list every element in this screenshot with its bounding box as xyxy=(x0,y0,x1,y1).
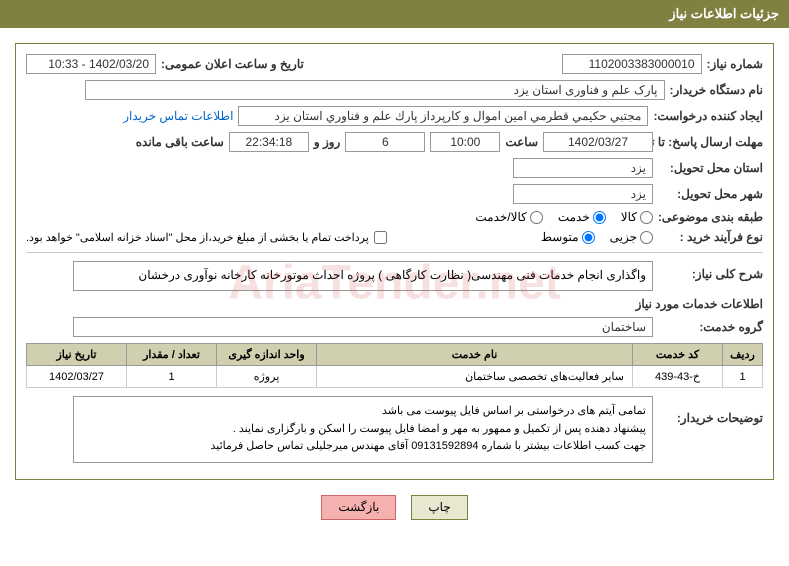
delivery-city-value: يزد xyxy=(513,184,653,204)
process-type-label: نوع فرآیند خرید : xyxy=(658,230,763,244)
td-unit: پروژه xyxy=(217,366,317,388)
page-header: جزئیات اطلاعات نیاز xyxy=(0,0,789,28)
td-code: خ-43-439 xyxy=(633,366,723,388)
print-button[interactable]: چاپ xyxy=(411,495,467,520)
deadline-label: مهلت ارسال پاسخ: تا تاریخ: xyxy=(658,135,763,149)
announce-date-label: تاریخ و ساعت اعلان عمومی: xyxy=(161,57,304,71)
days-label: روز و xyxy=(314,135,341,149)
th-name: نام خدمت xyxy=(317,344,633,366)
category-service-radio[interactable] xyxy=(593,211,606,224)
table-row: 1 خ-43-439 سایر فعالیت‌های تخصصی ساختمان… xyxy=(27,366,763,388)
notes-line1: تمامی آیتم های درخواستی بر اساس فایل پیو… xyxy=(80,403,646,421)
service-group-value: ساختمان xyxy=(73,317,653,337)
buyer-org-value: پارک علم و فناوری استان یزد xyxy=(85,80,665,100)
deadline-date-value: 1402/03/27 xyxy=(543,132,653,152)
td-num: 1 xyxy=(723,366,763,388)
deadline-time-value: 10:00 xyxy=(430,132,500,152)
process-partial-label: جزیی xyxy=(610,230,637,244)
remaining-label: ساعت باقی مانده xyxy=(136,135,224,149)
description-box: واگذاری انجام خدمات فنی مهندسی( نظارت کا… xyxy=(73,261,653,291)
process-medium-label: متوسط xyxy=(541,230,579,244)
td-name: سایر فعالیت‌های تخصصی ساختمان xyxy=(317,366,633,388)
notes-line2: پیشنهاد دهنده پس از تکمیل و ممهور به مهر… xyxy=(80,421,646,439)
time-remaining-value: 22:34:18 xyxy=(229,132,309,152)
payment-checkbox[interactable] xyxy=(374,231,387,244)
category-goods-label: کالا xyxy=(621,210,637,224)
delivery-province-value: يزد xyxy=(513,158,653,178)
notes-box: تمامی آیتم های درخواستی بر اساس فایل پیو… xyxy=(73,396,653,463)
buyer-org-label: نام دستگاه خریدار: xyxy=(670,83,764,97)
requester-label: ایجاد کننده درخواست: xyxy=(653,109,763,123)
th-unit: واحد اندازه گیری xyxy=(217,344,317,366)
days-remaining-value: 6 xyxy=(345,132,425,152)
description-label: شرح کلی نیاز: xyxy=(658,267,763,281)
th-qty: تعداد / مقدار xyxy=(127,344,217,366)
th-row: ردیف xyxy=(723,344,763,366)
category-service-label: خدمت xyxy=(558,210,590,224)
delivery-city-label: شهر محل تحویل: xyxy=(658,187,763,201)
category-goods-service-label: کالا/خدمت xyxy=(475,210,526,224)
requester-value: مجتبي حكيمي قطرمي امين اموال و كارپرداز … xyxy=(238,106,648,126)
need-number-label: شماره نیاز: xyxy=(707,57,763,71)
delivery-province-label: استان محل تحویل: xyxy=(658,161,763,175)
th-date: تاریخ نیاز xyxy=(27,344,127,366)
payment-note: پرداخت تمام یا بخشی از مبلغ خرید،از محل … xyxy=(26,231,369,244)
td-date: 1402/03/27 xyxy=(27,366,127,388)
return-button[interactable]: بازگشت xyxy=(321,495,396,520)
announce-date-value: 1402/03/20 - 10:33 xyxy=(26,54,156,74)
services-table: ردیف کد خدمت نام خدمت واحد اندازه گیری ت… xyxy=(26,343,763,388)
service-group-label: گروه خدمت: xyxy=(658,320,763,334)
category-goods-radio[interactable] xyxy=(640,211,653,224)
contact-link[interactable]: اطلاعات تماس خریدار xyxy=(123,109,233,123)
td-qty: 1 xyxy=(127,366,217,388)
page-title: جزئیات اطلاعات نیاز xyxy=(669,6,779,21)
process-medium-radio[interactable] xyxy=(582,231,595,244)
category-label: طبقه بندی موضوعی: xyxy=(658,210,763,224)
description-text: واگذاری انجام خدمات فنی مهندسی( نظارت کا… xyxy=(138,268,646,282)
need-number-value: 1102003383000010 xyxy=(562,54,702,74)
notes-line3: جهت کسب اطلاعات بیشتر با شماره 091315928… xyxy=(80,438,646,456)
process-partial-radio[interactable] xyxy=(640,231,653,244)
services-section-label: اطلاعات خدمات مورد نیاز xyxy=(26,297,763,311)
time-label: ساعت xyxy=(505,135,538,149)
table-header-row: ردیف کد خدمت نام خدمت واحد اندازه گیری ت… xyxy=(27,344,763,366)
notes-label: توضیحات خریدار: xyxy=(658,411,763,425)
th-code: کد خدمت xyxy=(633,344,723,366)
category-goods-service-radio[interactable] xyxy=(530,211,543,224)
main-content: شماره نیاز: 1102003383000010 تاریخ و ساع… xyxy=(15,43,774,480)
